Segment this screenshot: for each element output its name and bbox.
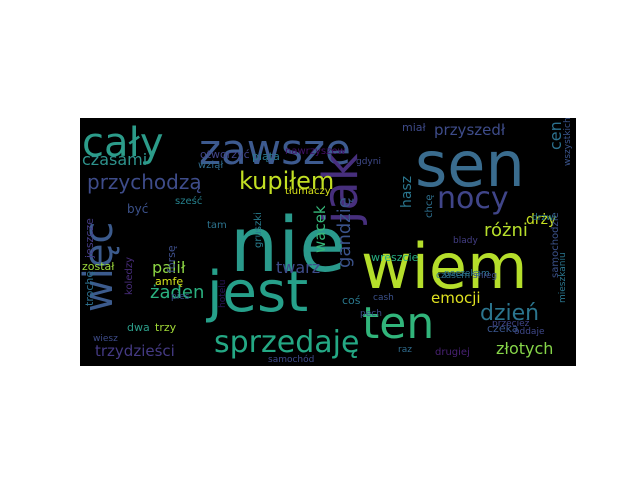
- word-53: blady: [453, 236, 478, 246]
- word-58: czasem: [436, 271, 470, 281]
- word-20: żaden: [150, 282, 204, 303]
- word-6: jak: [313, 153, 369, 225]
- word-11: kupiłem: [239, 167, 334, 195]
- word-66: oddaje: [514, 327, 545, 337]
- word-8: więc: [80, 222, 122, 312]
- word-38: forsę: [165, 245, 178, 273]
- word-7: ten: [362, 298, 434, 349]
- word-28: miał: [402, 121, 427, 134]
- word-39: gruszki: [253, 212, 264, 248]
- word-60: cash: [373, 293, 394, 303]
- word-2: sen: [415, 128, 525, 201]
- word-30: piąta: [252, 150, 280, 163]
- word-54: chcę: [424, 195, 435, 219]
- word-14: dzień: [480, 301, 539, 326]
- word-3: jest: [205, 260, 308, 325]
- word-4: zawsze: [199, 125, 351, 174]
- word-63: raz: [398, 345, 412, 355]
- word-55: gdyni: [356, 157, 381, 167]
- word-68: hotelu: [218, 280, 228, 308]
- word-0: nie: [230, 200, 346, 289]
- word-62: pech: [360, 309, 382, 319]
- word-59: śnieg: [473, 270, 497, 281]
- word-cloud: nie wiem sen jest zawsze cały jak ten więc sprzed…: [80, 118, 576, 366]
- word-41: koledzy: [124, 257, 135, 295]
- word-16: gandzię: [334, 197, 355, 268]
- word-48: wszystkich: [563, 118, 573, 166]
- word-40: został: [82, 260, 115, 273]
- word-10: nocy: [437, 181, 509, 216]
- word-21: trzydzieści: [95, 342, 175, 360]
- word-32: tłumaczy: [285, 186, 331, 197]
- word-46: trzy: [155, 321, 177, 334]
- word-37: jeszcze: [83, 218, 96, 259]
- word-23: złotych: [496, 339, 553, 358]
- word-12: przychodzą: [87, 170, 202, 194]
- word-18: twarz: [276, 258, 320, 277]
- word-19: palił: [152, 258, 186, 277]
- word-26: hasz: [399, 176, 415, 208]
- word-56: wreszcie: [371, 251, 419, 264]
- word-31: nawrzyszew: [285, 146, 346, 157]
- word-1: wiem: [361, 230, 527, 303]
- word-49: samochodzie: [550, 212, 561, 278]
- word-5: cały: [82, 120, 164, 166]
- word-34: wziął: [198, 160, 223, 171]
- word-64: drugiej: [435, 347, 470, 358]
- word-52: drzwi: [532, 213, 556, 223]
- word-65: czeka: [487, 322, 519, 335]
- word-22: emocji: [431, 289, 481, 307]
- word-67: samochód: [268, 354, 314, 365]
- word-45: dwa: [127, 321, 150, 334]
- word-57: poczekam: [444, 269, 490, 279]
- word-29: otworzyć: [200, 148, 250, 161]
- word-61: coś: [342, 294, 361, 307]
- word-36: tam: [207, 220, 227, 231]
- word-15: różni: [484, 220, 528, 241]
- word-44: trochę: [83, 271, 96, 306]
- word-51: przecież: [492, 319, 530, 329]
- word-17: wacek: [311, 205, 329, 253]
- word-24: przyszedł: [434, 121, 506, 139]
- word-cloud-panel: nie wiem sen jest zawsze cały jak ten więc sprzed…: [80, 118, 576, 366]
- word-50: mieszkaniu: [558, 252, 568, 303]
- word-27: drży: [526, 212, 556, 228]
- word-13: czasami: [82, 150, 147, 169]
- word-47: wiesz: [93, 334, 118, 344]
- word-43: pies: [171, 292, 190, 302]
- word-42: amfę: [155, 275, 183, 288]
- word-cloud-background: [80, 118, 576, 366]
- word-25: cen: [546, 121, 565, 150]
- word-35: być: [127, 202, 148, 216]
- word-9: sprzedaję: [214, 325, 359, 360]
- word-33: sześć: [175, 195, 202, 207]
